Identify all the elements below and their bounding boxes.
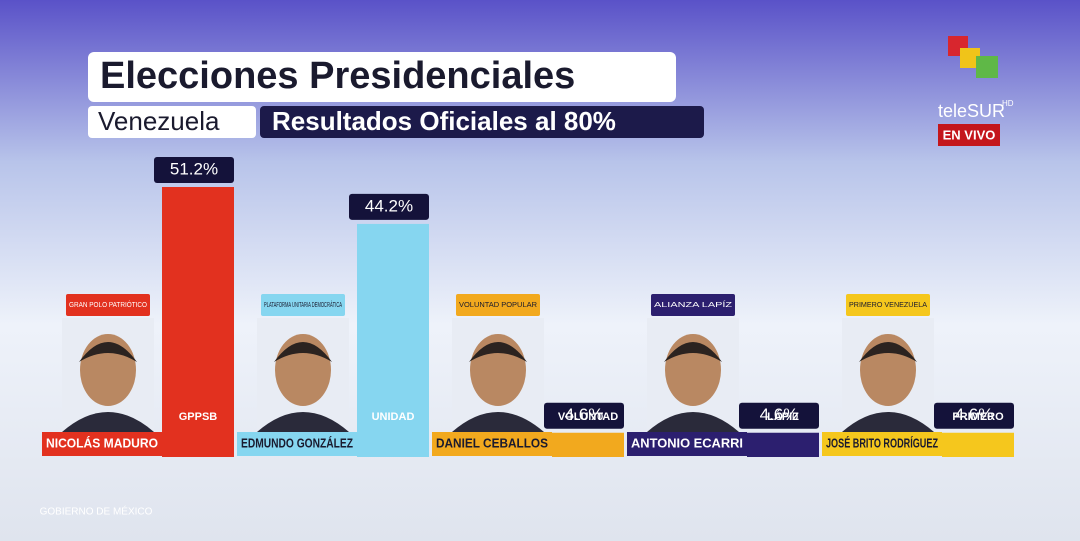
value-label: 51.2% — [170, 159, 218, 178]
x-tick-label: EDMUNDO GONZÁLEZ — [241, 435, 353, 450]
photo-shoulders — [257, 412, 349, 432]
name-box — [432, 432, 552, 456]
value-label-box — [154, 157, 234, 183]
logo-square — [960, 48, 980, 68]
value-label: 4.6% — [955, 405, 994, 424]
party-label: GRAN POLO PATRIÓTICO — [69, 300, 148, 309]
value-label-box — [544, 402, 624, 429]
region: Venezuela — [98, 106, 220, 136]
subtitle: Resultados Oficiales al 80% — [272, 106, 616, 136]
photo-hair — [79, 342, 137, 362]
bar — [747, 432, 819, 457]
bar — [552, 432, 624, 457]
value-label: 44.2% — [365, 196, 413, 215]
bar-logo: GPPSB — [179, 411, 218, 423]
x-tick-label: ANTONIO ECARRI — [631, 435, 743, 450]
live-label: EN VIVO — [943, 127, 996, 142]
bar-logo: PRIMERO — [952, 411, 1004, 423]
photo-hair — [664, 342, 722, 362]
value-label: 4.6% — [760, 405, 799, 424]
x-tick-label: DANIEL CEBALLOS — [436, 435, 548, 450]
party-tag — [261, 294, 345, 316]
photo-shoulders — [62, 412, 154, 432]
party-label: VOLUNTAD POPULAR — [459, 302, 537, 309]
party-label: ALIANZA LAPÍZ — [654, 300, 733, 309]
photo-shoulders — [842, 412, 934, 432]
party-tag — [456, 294, 540, 316]
bar-logo: LÁPIZ — [767, 410, 799, 423]
photo-shoulders — [452, 412, 544, 432]
party-tag — [66, 294, 150, 316]
name-box — [42, 432, 162, 456]
name-box — [822, 432, 942, 456]
value-label: 4.6% — [565, 405, 604, 424]
channel-name: teleSUR — [938, 101, 1005, 121]
party-tag — [651, 294, 735, 316]
x-tick-label: JOSÉ BRITO RODRÍGUEZ — [826, 435, 938, 450]
value-label-box — [934, 402, 1014, 429]
photo-hair — [859, 342, 917, 362]
channel-hd: HD — [1002, 99, 1014, 108]
bar-logo: UNIDAD — [372, 411, 415, 423]
x-tick-label: NICOLÁS MADURO — [46, 435, 158, 450]
logo-square — [976, 56, 998, 78]
bar — [357, 223, 429, 457]
name-box — [627, 432, 747, 456]
party-tag — [846, 294, 930, 316]
live-box — [938, 124, 1000, 146]
title: Elecciones Presidenciales — [100, 55, 575, 97]
bar-logo: VOLUNTAD — [558, 411, 618, 423]
value-label-box — [349, 193, 429, 220]
party-label: PRIMERO VENEZUELA — [849, 302, 927, 309]
region-box — [88, 106, 256, 138]
photo-shoulders — [647, 412, 739, 432]
subtitle-box — [260, 106, 704, 138]
title-box — [88, 52, 676, 102]
bar — [942, 432, 1014, 457]
value-label-box — [739, 402, 819, 429]
name-box — [237, 432, 357, 456]
photo-hair — [469, 342, 527, 362]
bar — [162, 187, 234, 457]
photo-hair — [274, 342, 332, 362]
party-label: PLATAFORMA UNITARIA DEMOCRÁTICA — [264, 300, 342, 309]
channel-logo: teleSUR HD EN VIVO — [938, 36, 1014, 146]
watermark: GOBIERNO DE MÉXICO — [40, 505, 153, 518]
